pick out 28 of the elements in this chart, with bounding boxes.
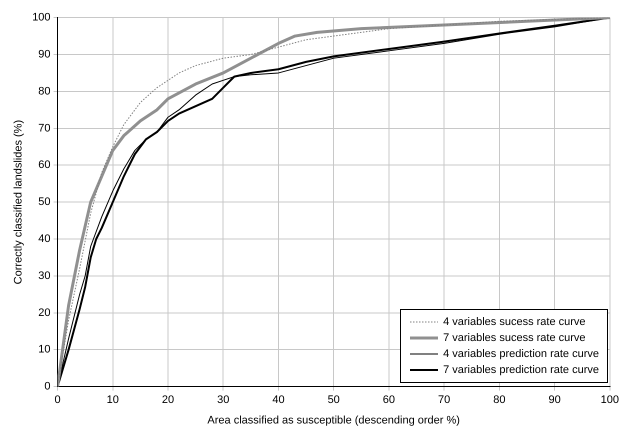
y-tick-label: 50 (38, 196, 51, 208)
y-tick-label: 30 (38, 270, 51, 282)
y-axis-title: Correctly classified landslides (%) (12, 120, 25, 284)
legend-label: 7 variables sucess rate curve (443, 332, 586, 344)
y-tick-label: 40 (38, 233, 51, 246)
x-tick-label: 40 (272, 394, 285, 406)
legend-label: 4 variables prediction rate curve (443, 348, 599, 360)
x-tick-label: 100 (600, 394, 620, 406)
x-tick-label: 10 (106, 394, 119, 406)
x-tick-label: 60 (382, 394, 396, 406)
x-tick-label: 80 (493, 394, 506, 406)
x-tick-label: 70 (438, 394, 450, 406)
x-axis-title: Area classified as susceptible (descending order %) (207, 414, 460, 426)
y-tick-label: 20 (38, 306, 51, 319)
x-tick-label: 20 (162, 394, 174, 406)
x-tick-label: 50 (328, 394, 340, 406)
x-tick-label: 0 (54, 394, 61, 406)
x-tick-label: 90 (548, 394, 561, 406)
y-tick-label: 0 (44, 380, 51, 393)
y-tick-label: 10 (38, 344, 51, 356)
y-tick-label: 100 (32, 12, 51, 24)
y-tick-label: 60 (38, 159, 51, 172)
legend-label: 4 variables sucess rate curve (443, 316, 586, 328)
legend-label: 7 variables prediction rate curve (443, 364, 599, 376)
y-tick-label: 80 (38, 85, 51, 98)
x-tick-label: 30 (217, 394, 230, 406)
y-tick-label: 90 (38, 48, 51, 61)
y-tick-label: 70 (38, 122, 51, 134)
